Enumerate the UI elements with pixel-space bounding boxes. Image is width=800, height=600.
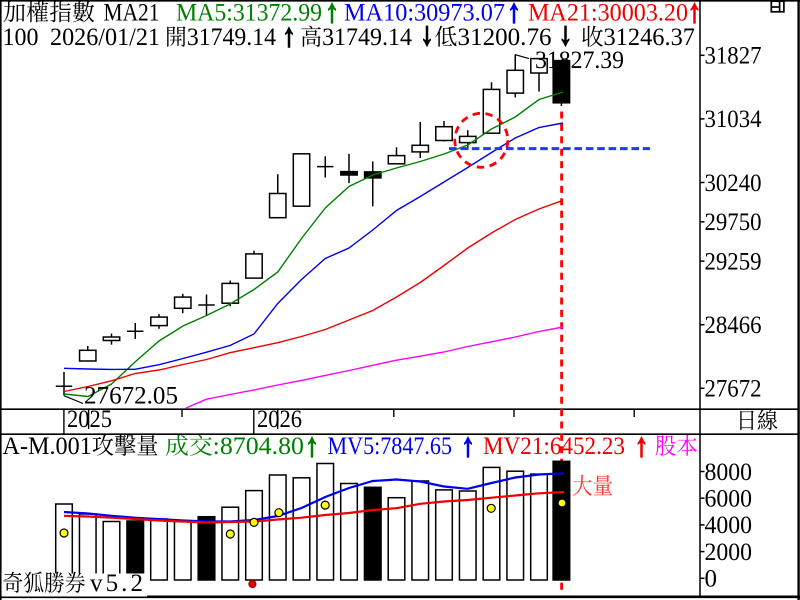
- svg-text:2025: 2025: [67, 406, 112, 433]
- svg-text:MA21:30003.20: MA21:30003.20: [528, 0, 688, 27]
- svg-text:MA5:31372.99: MA5:31372.99: [176, 0, 322, 27]
- svg-text:6000: 6000: [705, 486, 753, 513]
- svg-text:低31200.76: 低31200.76: [435, 24, 552, 51]
- svg-text:8000: 8000: [705, 459, 753, 486]
- svg-text:日線: 日線: [736, 408, 778, 435]
- svg-text:2026/01/21: 2026/01/21: [50, 24, 160, 51]
- svg-text:27672.05: 27672.05: [84, 383, 178, 410]
- svg-text:2000: 2000: [705, 539, 753, 566]
- svg-text:MA10:30973.07: MA10:30973.07: [344, 0, 505, 27]
- svg-text:27672: 27672: [705, 376, 762, 403]
- svg-text:28466: 28466: [705, 312, 762, 339]
- svg-text:開31749.14: 開31749.14: [165, 24, 276, 51]
- svg-text:收31246.37: 收31246.37: [581, 24, 695, 51]
- svg-text:MA21: MA21: [104, 0, 160, 27]
- svg-text:MV21:6452.23: MV21:6452.23: [483, 433, 625, 460]
- svg-text:v5.2: v5.2: [90, 570, 143, 597]
- svg-text:29750: 29750: [705, 209, 762, 236]
- svg-text:成交:8704.80: 成交:8704.80: [165, 433, 304, 460]
- svg-text:A-M.001攻擊量: A-M.001攻擊量: [3, 433, 159, 460]
- svg-text:100: 100: [3, 24, 39, 51]
- svg-text:30240: 30240: [705, 170, 762, 197]
- svg-text:大量: 大量: [572, 473, 613, 500]
- svg-text:4000: 4000: [705, 512, 753, 539]
- svg-text:31034: 31034: [705, 106, 762, 133]
- svg-text:高31749.14: 高31749.14: [300, 24, 412, 51]
- svg-text:31827.39: 31827.39: [535, 47, 624, 74]
- svg-text:加權指數: 加權指數: [3, 0, 95, 27]
- svg-text:2026: 2026: [257, 406, 302, 433]
- svg-text:MV5:7847.65: MV5:7847.65: [328, 433, 453, 460]
- svg-text:0: 0: [705, 566, 718, 593]
- svg-text:股本: 股本: [655, 433, 698, 460]
- svg-text:29259: 29259: [705, 248, 762, 275]
- svg-text:奇狐勝券: 奇狐勝券: [3, 570, 86, 597]
- svg-text:31827: 31827: [705, 43, 762, 70]
